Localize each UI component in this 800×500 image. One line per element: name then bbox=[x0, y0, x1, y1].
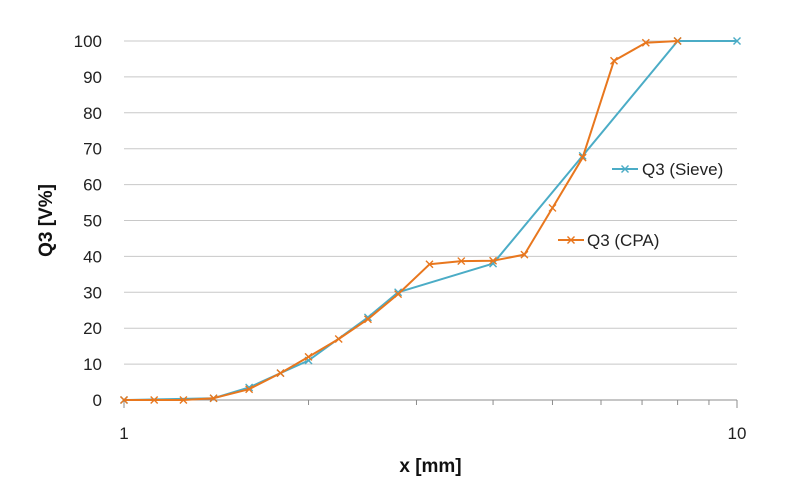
series-cpa bbox=[120, 37, 682, 404]
data-point-cpa bbox=[363, 315, 372, 324]
y-tick-label: 80 bbox=[83, 104, 102, 123]
data-point-cpa bbox=[548, 203, 557, 212]
gridlines bbox=[124, 40, 737, 365]
y-tick-label: 90 bbox=[83, 68, 102, 87]
data-point-cpa bbox=[520, 250, 529, 259]
data-point-sieve bbox=[394, 288, 403, 297]
x-axis-title: x [mm] bbox=[399, 456, 461, 477]
y-tick-label: 20 bbox=[83, 319, 102, 338]
data-point-cpa bbox=[276, 369, 285, 378]
data-point-cpa bbox=[489, 256, 498, 265]
y-tick-label: 10 bbox=[83, 355, 102, 374]
legend-marker-cpa bbox=[567, 236, 575, 244]
data-point-cpa bbox=[673, 37, 682, 45]
y-tick-label: 100 bbox=[74, 32, 102, 51]
data-point-cpa bbox=[610, 56, 618, 65]
data-point-cpa bbox=[578, 153, 587, 162]
data-point-cpa bbox=[334, 334, 343, 343]
y-tick-label: 70 bbox=[83, 140, 102, 159]
data-point-cpa bbox=[150, 396, 159, 404]
data-point-cpa bbox=[457, 257, 466, 266]
data-point-cpa bbox=[304, 352, 313, 361]
data-point-cpa bbox=[394, 290, 403, 299]
data-point-cpa bbox=[641, 38, 650, 47]
legend-marker-sieve bbox=[621, 165, 629, 173]
series-layer bbox=[120, 37, 741, 404]
data-point-cpa bbox=[179, 396, 188, 404]
data-point-cpa bbox=[245, 385, 254, 394]
y-tick-label: 60 bbox=[83, 176, 102, 195]
y-tick-label: 0 bbox=[93, 391, 102, 410]
legend: Q3 (Sieve) Q3 (CPA) bbox=[558, 160, 723, 250]
y-tick-label: 40 bbox=[83, 247, 102, 266]
data-point-cpa bbox=[209, 394, 218, 403]
data-point-cpa bbox=[120, 396, 128, 404]
legend-label-sieve: Q3 (Sieve) bbox=[642, 160, 723, 179]
data-point-cpa bbox=[425, 260, 434, 269]
x-tick-label: 1 bbox=[119, 424, 128, 443]
y-tick-label: 30 bbox=[83, 283, 102, 302]
y-axis-title: Q3 [V%] bbox=[36, 184, 57, 257]
y-tick-label: 50 bbox=[83, 212, 102, 231]
x-tick-label: 10 bbox=[728, 424, 747, 443]
data-point-sieve bbox=[733, 37, 741, 45]
legend-label-cpa: Q3 (CPA) bbox=[587, 231, 659, 250]
